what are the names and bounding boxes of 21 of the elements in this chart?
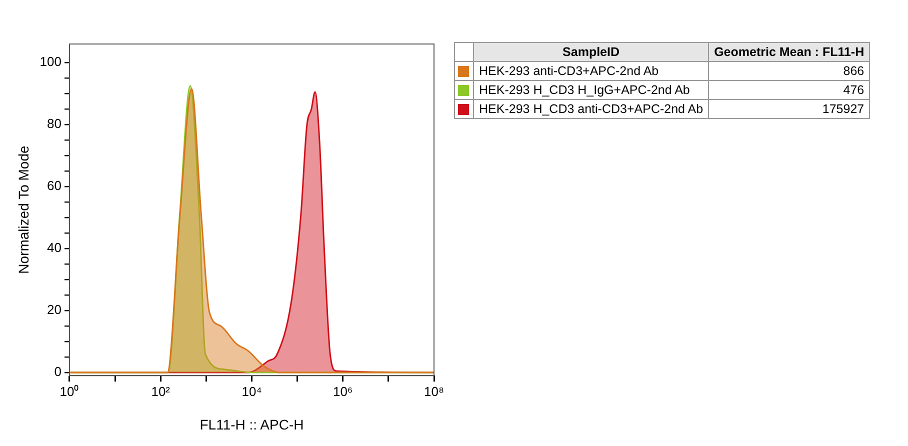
y-tick-label: 20	[47, 302, 62, 318]
x-tick-label: 10⁶	[332, 384, 353, 399]
x-tick-label: 10⁴	[242, 384, 262, 399]
y-tick-label: 40	[47, 240, 62, 256]
text: 175927	[708, 100, 870, 118]
text: 476	[708, 80, 870, 100]
x-axis-title: FL11-H :: APC-H	[200, 416, 304, 432]
y-tick-label: 100	[40, 54, 62, 70]
x-tick-label: 10²	[151, 384, 171, 399]
legend-label: HEK-293 H_CD3 anti-CD3+APC-2nd Ab	[474, 100, 709, 118]
y-tick-label: 80	[47, 116, 62, 132]
text: Geometric Mean : FL11-H	[708, 42, 870, 62]
y-axis-title: Normalized To Mode	[15, 146, 32, 274]
legend-label: HEK-293 anti-CD3+APC-2nd Ab	[474, 62, 709, 80]
x-tick-label: 10⁸	[424, 384, 444, 399]
y-tick-label: 60	[47, 178, 62, 194]
y-tick-label: 0	[54, 364, 62, 380]
text: 866	[708, 62, 870, 80]
legend-title: SampleID	[474, 42, 709, 62]
legend-label: HEK-293 H_CD3 H_IgG+APC-2nd Ab	[474, 80, 709, 100]
x-tick-label: 10⁰	[60, 384, 80, 399]
